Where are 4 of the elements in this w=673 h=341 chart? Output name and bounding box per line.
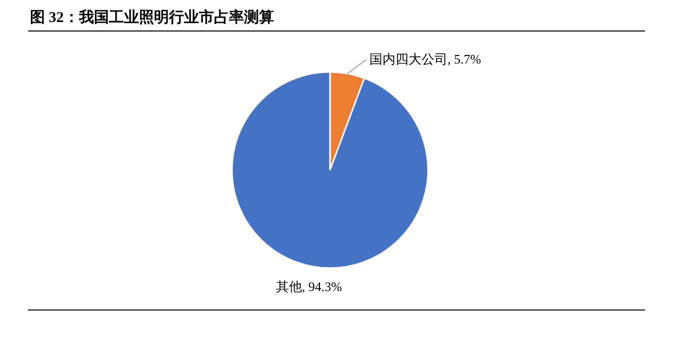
slice-label: 其他, 94.3% xyxy=(276,279,342,294)
slice-label: 国内四大公司, 5.7% xyxy=(369,52,482,67)
pie-slice xyxy=(231,71,429,269)
chart-title: 图 32：我国工业照明行业市占率测算 xyxy=(30,8,274,26)
